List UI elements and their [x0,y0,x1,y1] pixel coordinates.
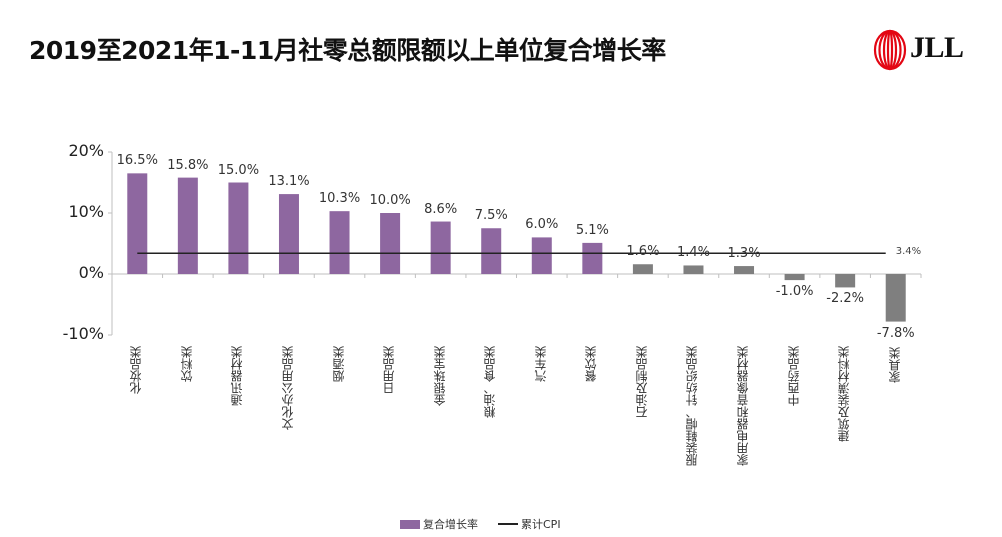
category-label: 烟酒类 [331,346,346,382]
bar-value-label: 1.6% [626,244,660,260]
bar-value-label: -7.8% [876,325,915,341]
legend: 复合增长率 累计CPI [400,516,561,532]
category-label: 通讯器材类 [230,346,245,406]
bar [228,182,249,274]
jll-helix-icon [873,29,907,71]
legend-line-swatch [498,523,518,525]
bar-value-label: 6.0% [525,217,559,233]
legend-line-label: 累计CPI [521,518,561,531]
bar-value-label: 7.5% [474,208,508,224]
y-tick-label: 10% [68,202,104,221]
bar [531,237,552,274]
category-label: 建筑及装潢材料类 [837,346,852,442]
bar [734,266,755,274]
category-label: 家具类 [887,347,902,383]
bar [784,274,805,281]
bar-value-label: 5.1% [575,222,609,238]
y-tick-label: -10% [62,324,104,343]
bar-value-label: 10.0% [369,193,411,208]
bar-value-label: 15.0% [217,162,260,178]
bar-value-label: -1.0% [775,284,814,300]
category-label: 中西药品类 [786,346,801,406]
bar [885,274,906,322]
bar [430,221,451,274]
bar [329,211,350,274]
category-label: 石油及制品类 [634,346,649,418]
bar [683,265,704,274]
bar-value-label: 15.8% [167,157,209,173]
bar-value-label: -2.2% [826,291,865,307]
bar [380,213,401,274]
bar-value-label: 13.1% [268,174,310,190]
bar [177,177,198,274]
bar-value-label: 1.3% [727,246,761,262]
bar-value-label: 8.6% [424,201,458,217]
category-label: 汽车类 [533,346,548,382]
bar-value-label: 10.3% [318,191,361,207]
jll-logo: JLL [872,28,992,72]
category-label: 饮料类 [179,346,194,382]
bar [632,264,653,274]
category-label: 文化办公用品类 [280,346,295,430]
y-tick-label: 0% [78,263,104,282]
bar [481,228,502,274]
bar-value-label: 16.5% [116,153,158,169]
legend-bar-label: 复合增长率 [423,518,478,531]
logo-text: JLL [910,31,964,64]
cpi-value-label: 3.4% [895,246,922,258]
category-label: 服装鞋帽、针纺织品类 [685,346,700,466]
bar-value-label: 1.4% [676,245,710,261]
bar [127,173,148,274]
bar [835,274,856,288]
category-label: 餐饮类 [584,346,599,382]
category-label: 金银珠宝类 [432,346,447,406]
category-label: 家用电器和音像器材类 [736,346,751,466]
bar [278,194,299,274]
legend-bar-swatch [400,519,420,529]
category-label: 粮油、食品类 [483,346,498,418]
y-tick-label: 20% [68,141,104,160]
bar [582,242,603,274]
chart-title: 2019至2021年1-11月社零总额限额以上单位复合增长率 [29,36,666,65]
category-label: 化妆品类 [129,346,144,394]
category-label: 日用品类 [382,346,397,394]
